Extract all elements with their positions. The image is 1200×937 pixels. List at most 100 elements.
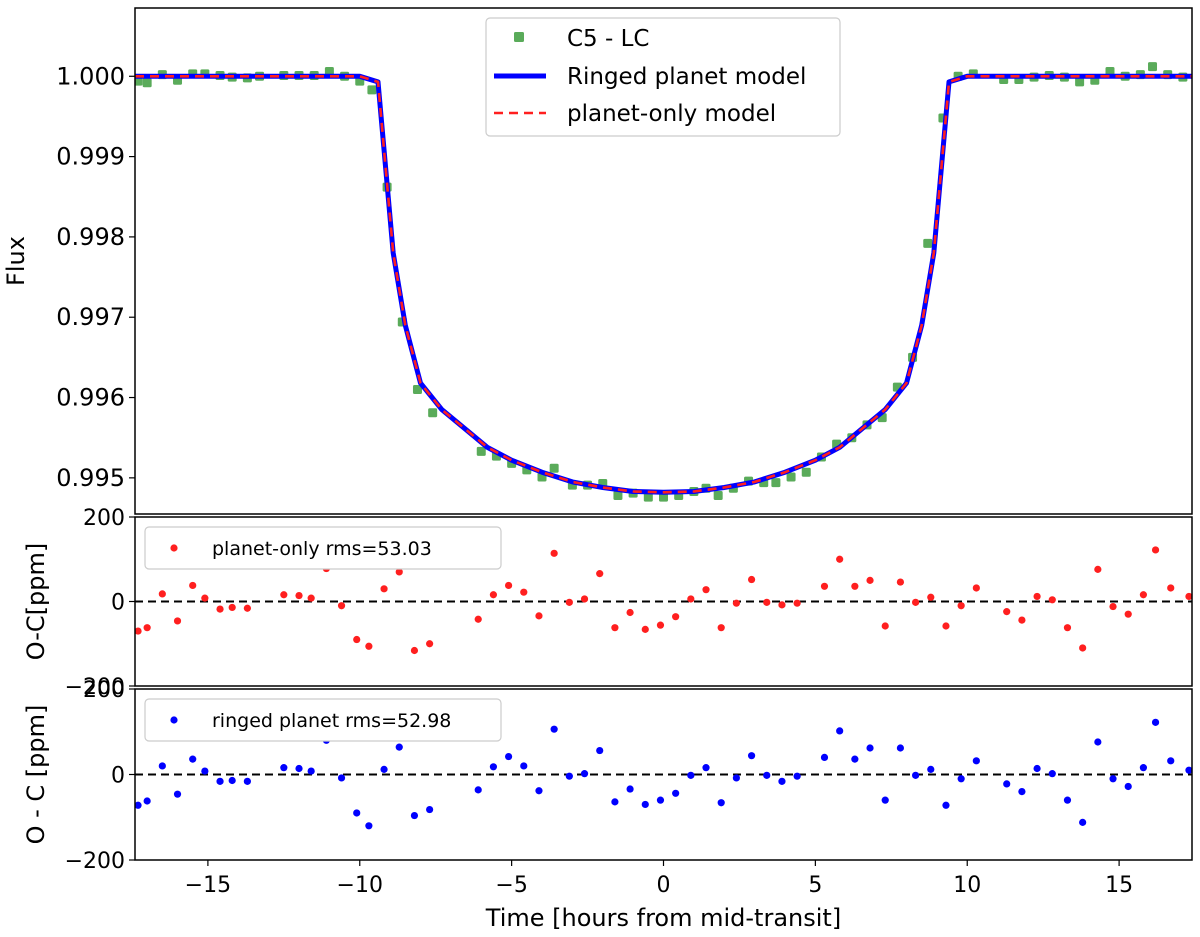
residual-point <box>1079 644 1087 652</box>
residual-point <box>747 752 756 760</box>
residual-point <box>535 612 543 620</box>
residual-point <box>216 605 224 613</box>
residual-point <box>656 621 665 629</box>
legend: ringed planet rms=52.98 <box>144 698 502 742</box>
residual-point <box>702 586 710 594</box>
residual-point <box>763 598 771 606</box>
residual-point <box>1124 782 1132 791</box>
residual-point <box>1124 610 1132 618</box>
legend-marker <box>170 544 178 552</box>
light-curve-panel: 0.995 0.996 0.997 0.998 0.999 1.000 Flux C5 - L… <box>2 7 1193 515</box>
residual-point <box>201 594 209 602</box>
residual-point <box>596 570 604 578</box>
residual-point <box>611 624 619 632</box>
series-0 <box>135 546 1192 655</box>
ringed-planet-residuals-panel: 200 0 −200 −15 −10 −5 0 5 10 15 O - C [ppm] Time [h… <box>22 678 1193 932</box>
residual-point <box>395 568 403 576</box>
y-tick-label: 0 <box>111 764 125 789</box>
residual-point <box>365 642 373 650</box>
residual-point <box>672 613 680 621</box>
data-point <box>771 478 781 488</box>
data-point <box>549 463 559 473</box>
residual-point <box>626 785 634 793</box>
residual-point <box>243 604 251 612</box>
residual-point <box>626 608 634 617</box>
residual-point <box>353 809 361 817</box>
y-tick-label: 0.995 <box>56 464 125 492</box>
residual-point <box>778 777 786 785</box>
residual-point <box>747 575 756 584</box>
residual-point <box>957 775 965 783</box>
legend: planet-only rms=53.03 <box>144 526 502 570</box>
residual-point <box>596 746 604 755</box>
legend-marker <box>514 32 524 42</box>
residual-point <box>201 767 209 775</box>
residual-point <box>520 762 528 770</box>
legend-box <box>144 526 502 570</box>
residual-point <box>1094 565 1102 573</box>
residual-point <box>550 725 558 733</box>
residual-point <box>763 771 771 779</box>
residual-point <box>280 591 288 599</box>
residual-point <box>793 599 801 607</box>
residual-point <box>641 800 649 809</box>
y-axis-label: O-C[ppm] <box>22 543 50 661</box>
residual-point <box>1048 596 1056 604</box>
residual-point <box>1079 818 1087 826</box>
residual-point <box>972 584 980 592</box>
x-tick-label: −10 <box>337 873 383 898</box>
residual-point <box>881 622 889 630</box>
legend-box <box>144 698 502 742</box>
residual-point <box>143 624 151 632</box>
x-tick-label: −15 <box>185 873 231 898</box>
series-0 <box>135 718 1192 830</box>
legend-marker <box>170 716 178 724</box>
y-tick-label: −200 <box>65 849 125 874</box>
residual-point <box>732 774 740 782</box>
data-point <box>713 491 723 501</box>
y-tick-label: 0 <box>111 591 125 616</box>
residual-point <box>851 755 859 763</box>
data-point <box>428 408 438 418</box>
residual-point <box>641 625 649 633</box>
plot-area <box>135 546 1192 655</box>
residual-point <box>732 599 740 607</box>
x-tick-label: 15 <box>1105 873 1133 898</box>
residual-point <box>1139 764 1148 772</box>
legend-label: ringed planet rms=52.98 <box>212 710 451 732</box>
residual-point <box>504 581 513 590</box>
residual-point <box>295 591 303 600</box>
residual-point <box>702 764 710 772</box>
data-point <box>801 467 811 477</box>
residual-point <box>687 595 695 603</box>
residual-point <box>793 772 801 780</box>
residual-point <box>1109 602 1117 611</box>
y-tick-label: 0.999 <box>56 143 125 171</box>
residual-point <box>820 582 829 590</box>
residual-point <box>295 764 303 773</box>
series-1 <box>135 73 1192 495</box>
residual-point <box>426 805 434 814</box>
residual-point <box>942 622 950 630</box>
y-tick-label: 0.996 <box>56 384 125 412</box>
residual-point <box>1018 616 1026 624</box>
legend: C5 - LC Ringed planet model planet-only mo… <box>485 17 841 137</box>
data-point <box>643 492 653 502</box>
residual-point <box>173 790 182 798</box>
y-tick-label: −200 <box>65 675 125 700</box>
residual-point <box>380 585 388 593</box>
residual-point <box>896 578 905 586</box>
residual-point <box>1167 757 1175 765</box>
residual-point <box>189 581 197 590</box>
residual-point <box>672 789 680 797</box>
y-tick-label: 0.998 <box>56 223 125 251</box>
residual-point <box>866 744 874 752</box>
y-axis-label: O - C [ppm] <box>22 705 50 845</box>
x-tick-label: 5 <box>808 873 822 898</box>
residual-point <box>1185 766 1192 774</box>
residual-point <box>426 640 434 648</box>
plot-area <box>135 718 1192 830</box>
residual-point <box>380 765 388 773</box>
residual-point <box>337 602 346 610</box>
residual-point <box>143 797 151 805</box>
